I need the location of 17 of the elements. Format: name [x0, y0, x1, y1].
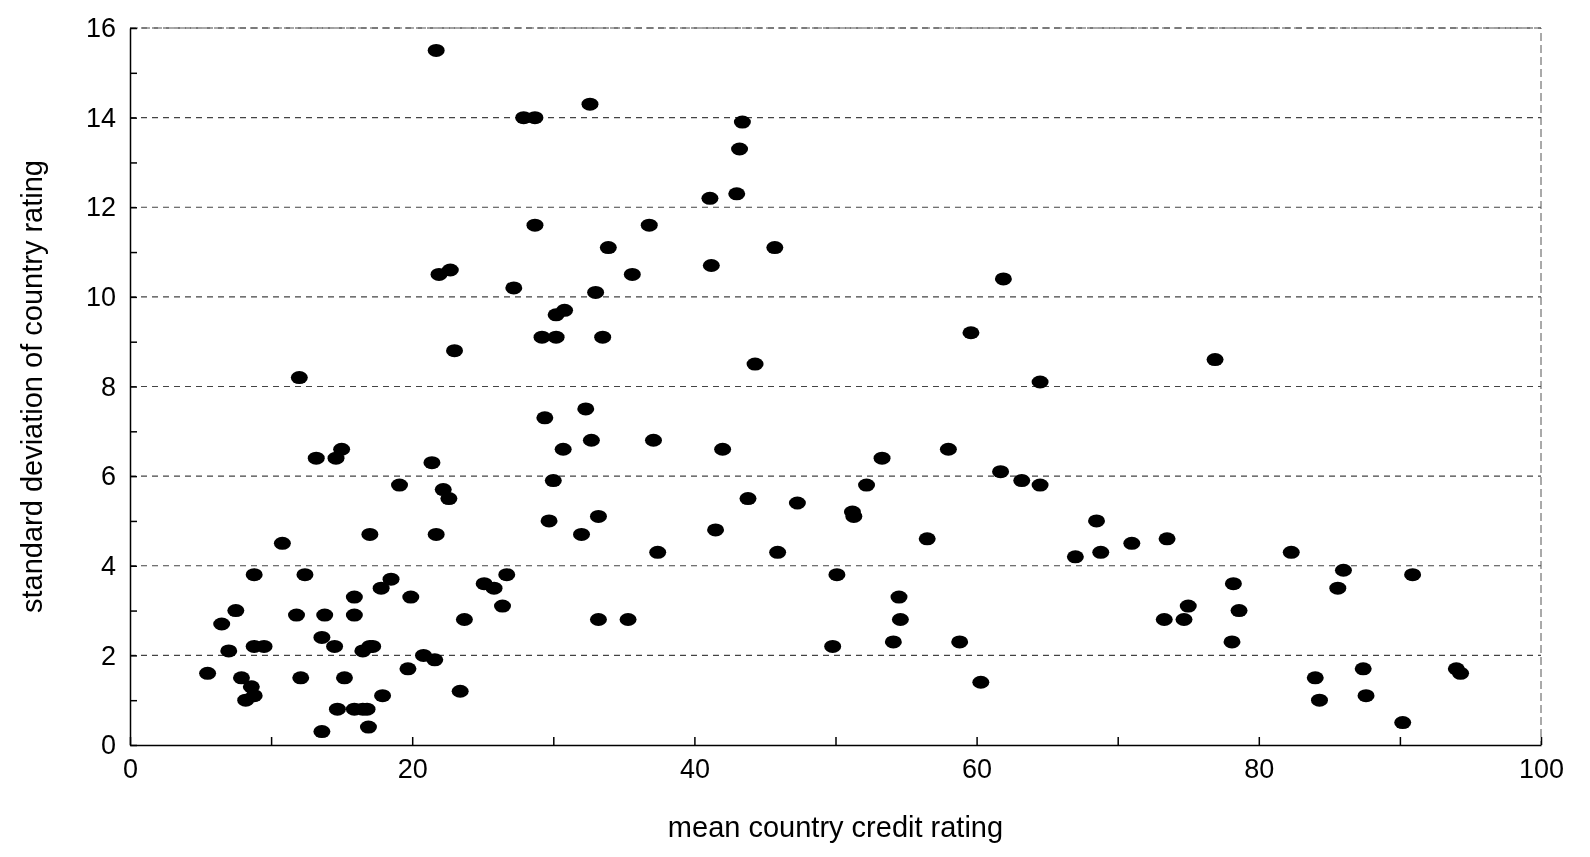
y-tick-label: 0 [100, 730, 116, 761]
x-tick-label: 0 [122, 754, 139, 785]
y-tick-label: 2 [100, 640, 116, 671]
x-tick-label: 20 [397, 754, 428, 785]
y-tick-label: 4 [100, 550, 116, 581]
y-tick-label: 6 [100, 461, 116, 492]
y-tick-label: 14 [85, 102, 116, 133]
x-axis-title: mean country credit rating [667, 811, 1004, 843]
y-tick-label: 10 [85, 282, 116, 313]
y-tick-label: 12 [85, 192, 116, 223]
x-tick-label: 40 [679, 754, 710, 785]
x-tick-label: 80 [1244, 754, 1275, 785]
y-tick-label: 8 [100, 371, 116, 402]
x-tick-label: 60 [962, 754, 993, 785]
x-tick-label: 100 [1518, 754, 1565, 785]
y-axis-title: standard deviation of country rating [16, 160, 48, 613]
y-tick-label: 16 [85, 13, 116, 44]
